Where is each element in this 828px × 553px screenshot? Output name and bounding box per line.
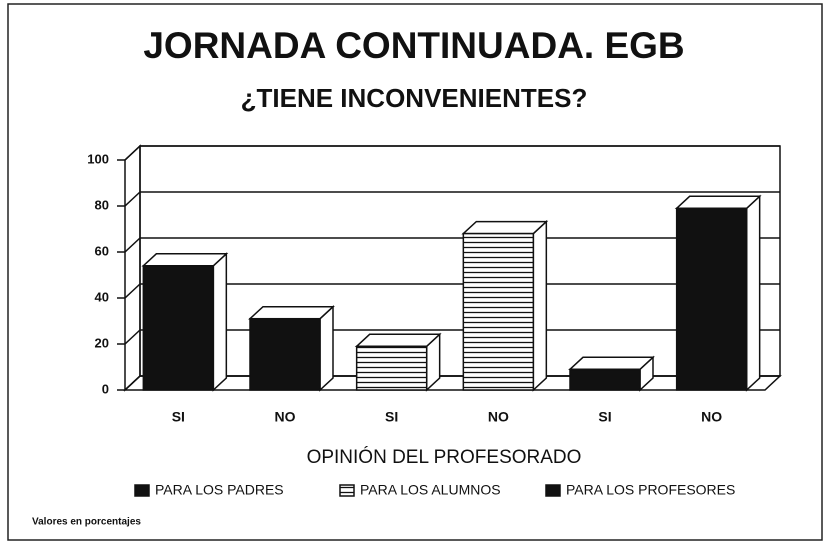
legend-swatch xyxy=(545,484,561,497)
bar xyxy=(355,345,428,391)
grid-line xyxy=(124,375,141,391)
grid-line xyxy=(124,145,141,161)
y-tick-label: 100 xyxy=(87,151,109,166)
grid-line xyxy=(124,283,141,299)
x-tick-label: SI xyxy=(172,409,185,425)
legend-label: PARA LOS ALUMNOS xyxy=(360,482,501,498)
bar-side xyxy=(319,304,334,392)
bar xyxy=(462,232,535,391)
y-tick-label: 80 xyxy=(95,197,109,212)
bar xyxy=(675,207,748,391)
bar-side xyxy=(745,194,761,392)
bar xyxy=(142,265,215,391)
x-tick-label: SI xyxy=(598,409,611,425)
legend-label: PARA LOS PROFESORES xyxy=(566,482,735,498)
grid-line xyxy=(124,329,141,345)
bar-side xyxy=(532,219,548,392)
x-axis-label: OPINIÓN DEL PROFESORADO xyxy=(307,446,582,468)
y-tick-label: 20 xyxy=(95,335,109,350)
bar-top xyxy=(568,356,655,371)
bar-side xyxy=(212,252,228,392)
x-tick-label: SI xyxy=(385,409,398,425)
grid-line xyxy=(124,237,141,253)
y-tick-label: 60 xyxy=(95,243,109,258)
bar xyxy=(569,368,641,391)
legend-swatch xyxy=(339,484,355,497)
x-tick-label: NO xyxy=(275,409,296,425)
left-wall xyxy=(124,144,141,392)
y-tick-label: 40 xyxy=(95,289,109,304)
bar-top xyxy=(354,333,442,348)
x-tick-label: NO xyxy=(488,409,509,425)
y-tick-label: 0 xyxy=(102,381,109,396)
bar-top xyxy=(674,195,762,210)
legend-swatch xyxy=(134,484,150,497)
grid-line xyxy=(124,191,141,207)
legend-label: PARA LOS PADRES xyxy=(155,482,284,498)
bar-top xyxy=(248,305,335,320)
frame xyxy=(7,3,823,541)
chart-title: JORNADA CONTINUADA. EGB xyxy=(143,25,684,66)
chart-subtitle: ¿TIENE INCONVENIENTES? xyxy=(241,83,588,113)
x-tick-label: NO xyxy=(701,409,722,425)
bar-top xyxy=(141,253,229,267)
footnote: Valores en porcentajes xyxy=(32,517,141,528)
bar xyxy=(249,317,321,391)
bar-top xyxy=(461,220,549,235)
